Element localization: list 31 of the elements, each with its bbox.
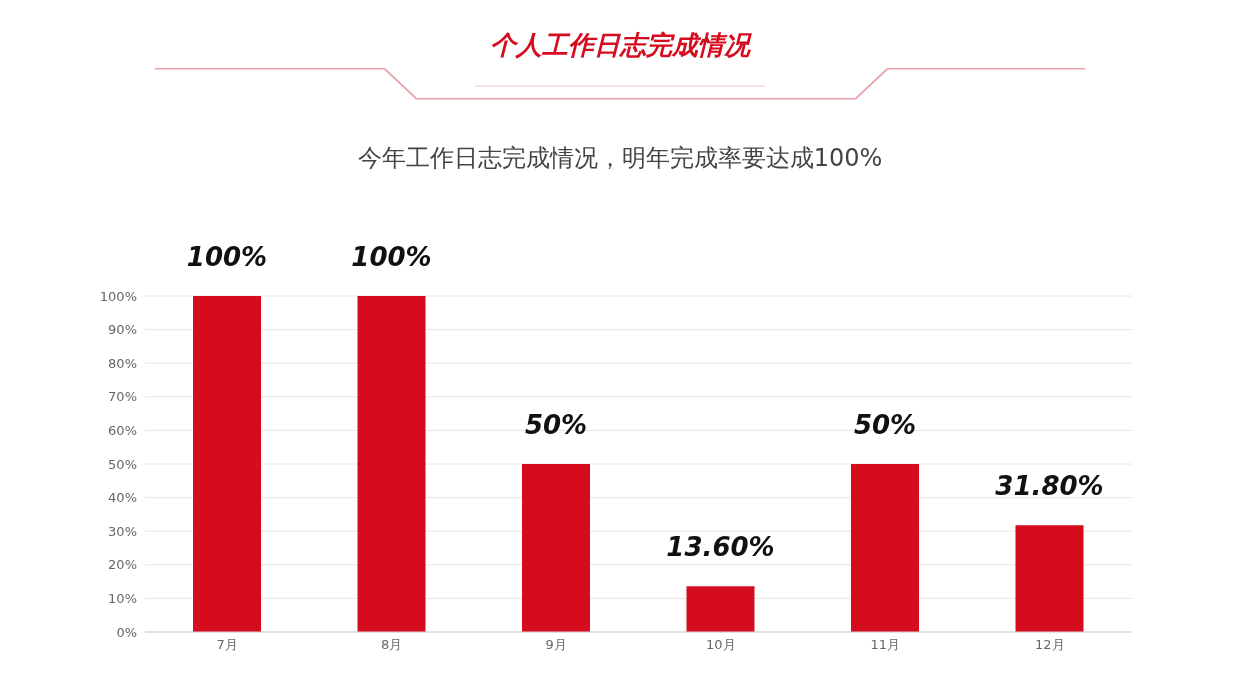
data-label: 100% xyxy=(351,242,432,272)
bar xyxy=(193,296,261,632)
y-tick-label: 0% xyxy=(116,624,137,640)
y-tick-label: 10% xyxy=(108,591,137,607)
y-tick-label: 80% xyxy=(108,355,137,371)
chart-subtitle: 今年工作日志完成情况，明年完成率要达成100% xyxy=(356,143,884,174)
data-label: 31.80% xyxy=(995,471,1104,502)
y-tick-label: 60% xyxy=(108,423,137,439)
x-tick-label: 7月 xyxy=(216,637,238,653)
data-label: 100% xyxy=(186,242,268,272)
y-tick-label: 50% xyxy=(108,456,137,472)
bar xyxy=(851,464,919,632)
x-tick-label: 8月 xyxy=(381,637,403,653)
bar xyxy=(522,464,590,632)
y-tick-label: 90% xyxy=(108,322,137,338)
bar xyxy=(357,296,426,632)
y-tick-label: 40% xyxy=(108,490,137,506)
y-tick-label: 30% xyxy=(108,523,137,539)
bar xyxy=(1015,525,1084,632)
x-tick-label: 12月 xyxy=(1034,637,1065,653)
x-tick-label: 11月 xyxy=(870,637,901,653)
x-tick-label: 10月 xyxy=(705,637,736,653)
bar xyxy=(686,586,755,632)
y-tick-label: 100% xyxy=(99,288,137,304)
y-tick-label: 70% xyxy=(108,389,137,405)
data-label: 50% xyxy=(524,410,588,440)
x-tick-label: 9月 xyxy=(545,637,567,653)
y-tick-label: 20% xyxy=(108,557,137,573)
chart-title: 个人工作日志完成情况 xyxy=(489,29,753,62)
data-label: 13.60% xyxy=(666,532,775,563)
data-label: 50% xyxy=(853,410,917,440)
